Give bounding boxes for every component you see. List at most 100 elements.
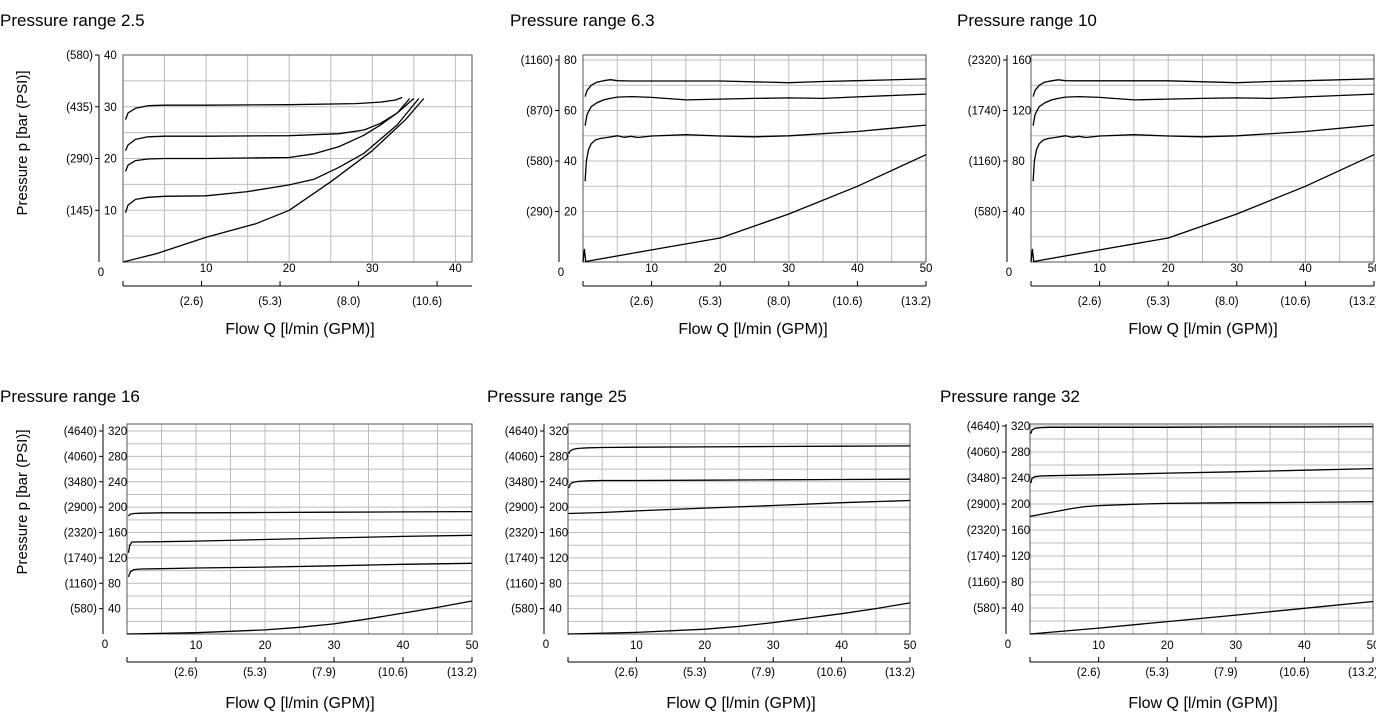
x-tick-label: 40 xyxy=(851,263,864,275)
origin-label: 0 xyxy=(1005,639,1011,651)
gpm-tick-label: (2.6) xyxy=(1078,296,1102,308)
gpm-tick-label: (7.9) xyxy=(751,667,775,679)
chart-2: Pressure range 6.3 20 (290) 40 (580) 60 (870) 8… xyxy=(510,11,932,338)
y-tick-label: 280 xyxy=(108,451,127,463)
y-tick-psi-label: (1160) xyxy=(506,578,539,590)
x-tick-label: 30 xyxy=(328,640,341,652)
y-tick-psi-label: (4640) xyxy=(967,421,1000,433)
y-tick-psi-label: (3480) xyxy=(967,473,1000,485)
gpm-tick-label: (5.3) xyxy=(258,296,282,308)
x-tick-label: 40 xyxy=(449,263,462,275)
y-tick-psi-label: (580) xyxy=(973,603,1000,615)
x-tick-label: 20 xyxy=(1161,640,1174,652)
y-tick-psi-label: (1740) xyxy=(505,553,538,565)
x-tick-label: 30 xyxy=(767,640,780,652)
x-tick-label: 10 xyxy=(190,640,203,652)
charts-group: Pressure range 2.5 10 (145) 20 (290) 30 (435) 4… xyxy=(0,11,1376,712)
chart-title: Pressure range 2.5 xyxy=(0,11,145,30)
x-tick-label: 50 xyxy=(1367,640,1376,652)
y-tick-psi-label: (2320) xyxy=(967,525,1000,537)
y-tick-label: 200 xyxy=(108,502,127,514)
gpm-tick-label: (5.3) xyxy=(1146,296,1170,308)
y-axis-label-top: Pressure p [bar (PSI)] xyxy=(14,70,31,215)
x-tick-label: 40 xyxy=(1299,263,1312,275)
x-axis-title: Flow Q [l/min (GPM)] xyxy=(1128,321,1277,338)
gpm-tick-label: (8.0) xyxy=(337,296,361,308)
chart-5: Pressure range 25 40 (580) 80 (1160) 120 (1740… xyxy=(487,387,916,712)
x-axis-title: Flow Q [l/min (GPM)] xyxy=(666,695,815,712)
gpm-tick-label: (5.3) xyxy=(1145,667,1169,679)
x-tick-label: 20 xyxy=(283,263,296,275)
x-tick-label: 30 xyxy=(1230,263,1243,275)
gpm-tick-label: (13.2) xyxy=(1349,296,1376,308)
x-axis-title: Flow Q [l/min (GPM)] xyxy=(225,321,374,338)
y-tick-psi-label: (2900) xyxy=(64,502,97,514)
y-tick-psi-label: (3480) xyxy=(64,477,97,489)
y-tick-psi-label: (4060) xyxy=(505,451,538,463)
series-line-3 xyxy=(1033,125,1374,181)
y-tick-label: 320 xyxy=(1011,421,1030,433)
y-tick-psi-label: (580) xyxy=(974,207,1001,219)
gpm-tick-label: (13.2) xyxy=(447,667,477,679)
gpm-tick-label: (13.2) xyxy=(1348,667,1376,679)
y-tick-label: 160 xyxy=(549,528,568,540)
chart-title: Pressure range 32 xyxy=(940,387,1080,406)
x-axis-title: Flow Q [l/min (GPM)] xyxy=(678,321,827,338)
x-tick-label: 30 xyxy=(366,263,379,275)
x-tick-label: 40 xyxy=(397,640,410,652)
y-tick-label: 160 xyxy=(1012,55,1031,67)
y-tick-label: 80 xyxy=(1011,577,1024,589)
y-tick-psi-label: (2320) xyxy=(505,528,538,540)
chart-1: Pressure range 2.5 10 (145) 20 (290) 30 (435) 4… xyxy=(0,11,472,338)
y-tick-label: 280 xyxy=(549,451,568,463)
series-line-2 xyxy=(1033,94,1374,126)
x-tick-label: 40 xyxy=(1298,640,1311,652)
chart-4: Pressure range 16 40 (580) 80 (1160) 120 (1740… xyxy=(0,387,478,712)
x-tick-label: 30 xyxy=(1229,640,1242,652)
y-tick-label: 240 xyxy=(549,477,568,489)
gpm-tick-label: (10.6) xyxy=(378,667,408,679)
gpm-tick-label: (10.6) xyxy=(1279,667,1309,679)
gpm-tick-label: (2.6) xyxy=(615,667,639,679)
y-tick-label: 120 xyxy=(1012,106,1031,118)
chart-title: Pressure range 16 xyxy=(0,387,140,406)
y-tick-label: 280 xyxy=(1011,447,1030,459)
y-tick-psi-label: (290) xyxy=(526,207,553,219)
y-tick-label: 30 xyxy=(104,102,117,114)
x-axis-title: Flow Q [l/min (GPM)] xyxy=(225,695,374,712)
y-tick-psi-label: (3480) xyxy=(505,477,538,489)
gpm-tick-label: (7.9) xyxy=(312,667,336,679)
x-axis-title: Flow Q [l/min (GPM)] xyxy=(1128,695,1277,712)
chart-title: Pressure range 25 xyxy=(487,387,627,406)
gpm-tick-label: (2.6) xyxy=(1077,667,1101,679)
y-tick-label: 320 xyxy=(108,426,127,438)
y-tick-psi-label: (2900) xyxy=(967,499,1000,511)
x-tick-label: 50 xyxy=(904,640,917,652)
y-tick-label: 320 xyxy=(549,426,568,438)
gpm-tick-label: (5.3) xyxy=(243,667,267,679)
series-line-2 xyxy=(128,535,472,553)
origin-label: 0 xyxy=(558,267,564,279)
y-tick-psi-label: (2900) xyxy=(505,502,538,514)
gpm-tick-label: (8.0) xyxy=(767,296,791,308)
x-tick-label: 40 xyxy=(835,640,848,652)
gpm-tick-label: (2.6) xyxy=(180,296,204,308)
x-tick-label: 20 xyxy=(259,640,272,652)
y-tick-label: 200 xyxy=(1011,499,1030,511)
y-tick-label: 10 xyxy=(104,205,117,217)
x-tick-label: 20 xyxy=(1162,263,1175,275)
x-tick-label: 30 xyxy=(782,263,795,275)
x-tick-label: 10 xyxy=(200,263,213,275)
y-tick-psi-label: (1740) xyxy=(64,553,97,565)
y-tick-label: 20 xyxy=(564,207,577,219)
y-tick-psi-label: (1160) xyxy=(969,156,1002,168)
gpm-tick-label: (8.0) xyxy=(1215,296,1239,308)
x-tick-label: 10 xyxy=(645,263,658,275)
y-tick-label: 160 xyxy=(108,528,127,540)
x-tick-label: 10 xyxy=(1092,640,1105,652)
series-line-2 xyxy=(585,94,926,126)
gpm-tick-label: (10.6) xyxy=(1280,296,1310,308)
chart-3: Pressure range 1040(580)80(1160)120(1740… xyxy=(957,11,1376,338)
gpm-tick-label: (10.6) xyxy=(412,296,442,308)
x-tick-label: 50 xyxy=(1368,263,1376,275)
